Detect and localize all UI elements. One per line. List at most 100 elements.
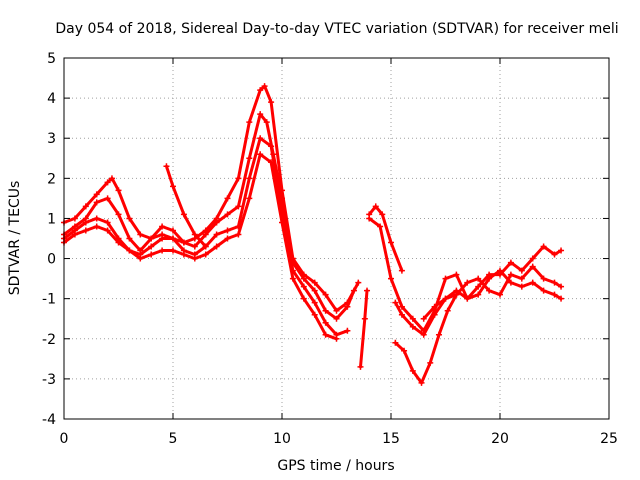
data-point <box>170 235 176 242</box>
data-point <box>388 239 394 246</box>
data-point <box>180 239 187 246</box>
x-tick-label: 0 <box>60 431 69 447</box>
data-point <box>202 231 209 238</box>
data-point <box>180 211 187 218</box>
data-point <box>398 303 405 310</box>
data-point <box>464 295 471 302</box>
data-point <box>558 283 565 290</box>
y-tick-label: -3 <box>42 372 56 388</box>
data-point <box>388 275 394 282</box>
data-point <box>224 227 231 234</box>
data-point <box>213 231 220 238</box>
data-point <box>398 267 405 274</box>
data-point <box>444 307 451 314</box>
data-point <box>333 315 340 322</box>
data-point <box>392 339 399 346</box>
data-point <box>257 87 264 94</box>
data-point <box>148 251 155 258</box>
data-point <box>507 259 514 266</box>
data-point <box>420 331 427 338</box>
data-point <box>148 243 155 250</box>
data-point <box>235 203 242 210</box>
data-point <box>93 199 100 206</box>
data-point <box>464 279 471 286</box>
data-point <box>497 291 503 298</box>
data-point <box>224 211 231 218</box>
series-line <box>359 289 369 369</box>
data-point <box>268 99 275 106</box>
data-point <box>213 219 220 226</box>
data-point <box>311 279 318 286</box>
x-tick-label: 20 <box>491 431 509 447</box>
data-point <box>108 175 115 182</box>
data-point <box>475 283 482 290</box>
data-point <box>104 227 111 234</box>
y-tick-label: 1 <box>47 211 56 227</box>
grid <box>64 58 609 419</box>
data-point <box>379 211 386 218</box>
data-point <box>93 223 100 230</box>
data-point <box>300 275 307 282</box>
data-point <box>311 287 318 294</box>
data-point <box>126 247 133 254</box>
data-point <box>529 279 536 286</box>
data-point <box>475 275 482 282</box>
data-point <box>551 291 558 298</box>
data-point <box>420 315 427 322</box>
data-point <box>246 119 253 126</box>
data-point <box>497 271 503 278</box>
data-point <box>409 323 416 330</box>
data-series <box>61 83 565 386</box>
x-tick-label: 25 <box>600 431 618 447</box>
y-tick-label: -1 <box>42 292 56 308</box>
data-point <box>191 231 198 238</box>
data-point <box>115 211 122 218</box>
y-tick-label: -4 <box>42 412 56 428</box>
series-trace-1 <box>61 83 362 314</box>
data-point <box>518 275 525 282</box>
data-point <box>392 299 399 306</box>
data-point <box>170 227 176 234</box>
y-tick-label: 0 <box>47 252 56 268</box>
data-point <box>322 307 329 314</box>
data-point <box>224 235 231 242</box>
data-point <box>246 175 253 182</box>
x-axis-title: GPS time / hours <box>277 458 394 474</box>
x-tick-label: 10 <box>273 431 291 447</box>
series-line <box>62 112 356 321</box>
data-point <box>263 119 270 126</box>
data-point <box>202 243 209 250</box>
series-trace-7 <box>366 203 405 274</box>
data-point <box>126 215 133 222</box>
data-point <box>344 303 351 310</box>
data-point <box>311 311 318 318</box>
data-point <box>486 287 493 294</box>
data-point <box>148 235 155 242</box>
data-point <box>551 251 558 258</box>
plot-frame <box>63 57 610 420</box>
y-tick-label: 2 <box>47 171 56 187</box>
data-point <box>300 283 307 290</box>
data-point <box>540 243 547 250</box>
data-point <box>418 379 425 386</box>
data-point <box>398 311 405 318</box>
series-line <box>367 216 563 333</box>
data-point <box>163 163 170 170</box>
series-line <box>393 245 563 337</box>
data-point <box>322 291 329 298</box>
data-point <box>137 231 144 238</box>
data-point <box>137 255 144 262</box>
data-point <box>366 215 373 222</box>
data-point <box>427 359 434 366</box>
y-tick-label: 5 <box>47 51 56 67</box>
data-point <box>364 287 371 294</box>
y-tick-label: -2 <box>42 332 56 348</box>
data-point <box>357 363 364 370</box>
data-point <box>453 271 460 278</box>
data-point <box>104 179 111 186</box>
data-point <box>507 271 514 278</box>
data-point <box>170 247 176 254</box>
data-point <box>344 327 351 334</box>
data-point <box>322 331 329 338</box>
